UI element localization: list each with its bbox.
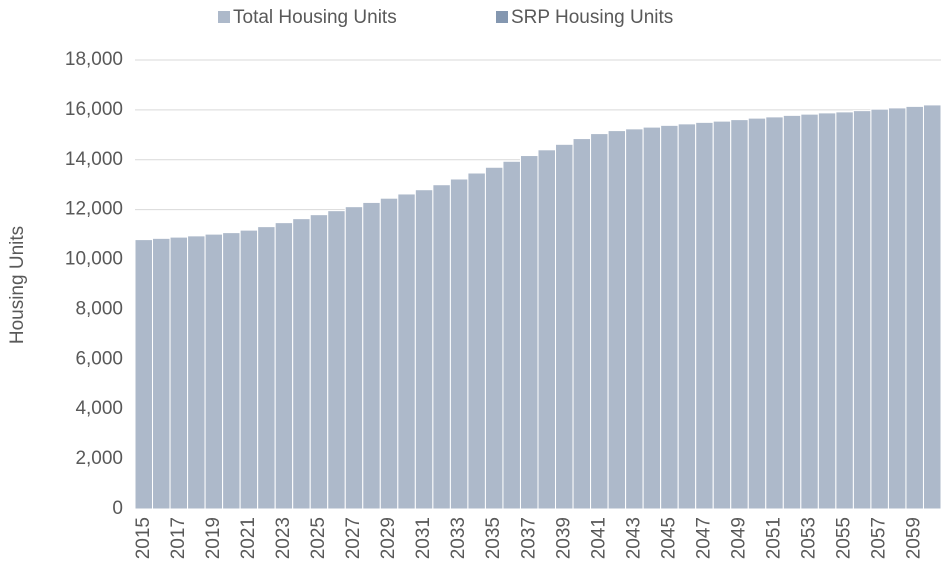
bar [607,130,627,510]
bar [309,214,329,510]
bar [239,229,259,510]
bar [800,113,819,510]
y-tick-label: 6,000 [75,348,123,369]
legend-label: SRP Housing Units [511,7,673,28]
bar [817,112,837,510]
bar [484,166,504,510]
bar [765,116,784,510]
bar [397,193,416,510]
bar [730,119,749,510]
x-tick-label: 2047 [693,517,714,559]
x-tick-label: 2049 [729,517,750,559]
bar [222,232,241,510]
bar [782,114,802,510]
bar [204,233,224,510]
bar [835,111,854,510]
bar [870,108,889,510]
x-tick-label: 2053 [799,517,820,559]
bar [537,149,557,510]
bar [187,235,206,510]
bar [344,206,364,510]
x-tick-label: 2015 [133,517,154,559]
bar [134,239,154,510]
x-tick-label: 2025 [308,517,329,559]
bar [572,138,592,510]
bar [555,143,574,510]
legend-swatch [496,11,508,23]
y-tick-label: 14,000 [65,149,123,170]
bar [274,222,294,510]
x-tick-label: 2045 [658,517,679,559]
bar [625,128,644,510]
x-tick-label: 2017 [168,517,189,559]
bar [379,197,399,510]
x-tick-label: 2019 [203,517,224,559]
bar [362,201,381,510]
x-tick-label: 2051 [764,517,785,559]
y-tick-label: 4,000 [75,398,123,419]
bar [642,126,662,510]
bar [257,226,276,510]
bar [590,133,609,510]
bar [467,172,486,510]
bar [747,117,767,510]
y-tick-label: 12,000 [65,199,123,220]
bar [519,155,539,510]
x-tick-label: 2037 [518,517,539,559]
x-tick-label: 2021 [238,517,259,559]
bar [887,107,907,510]
bar [292,218,311,510]
bar [449,178,469,510]
x-tick-label: 2029 [378,517,399,559]
bar [922,104,941,510]
bar [660,124,679,510]
x-tick-label: 2035 [483,517,504,559]
bar [677,123,697,510]
bar [905,105,924,510]
y-axis-title: Housing Units [7,226,28,344]
x-tick-label: 2033 [448,517,469,559]
bar [502,160,521,510]
x-tick-label: 2043 [623,517,644,559]
x-tick-label: 2027 [343,517,364,559]
bar [414,189,434,510]
bar [432,184,451,510]
x-tick-label: 2041 [588,517,609,559]
x-tick-label: 2057 [869,517,890,559]
bar [695,121,714,510]
bar [852,110,872,510]
x-tick-label: 2031 [413,517,434,559]
bar [169,236,189,510]
y-tick-label: 0 [112,498,123,519]
x-tick-label: 2023 [273,517,294,559]
y-tick-label: 18,000 [65,49,123,70]
bar [327,210,346,510]
legend-label: Total Housing Units [233,7,397,28]
x-tick-label: 2059 [904,517,925,559]
y-tick-label: 16,000 [65,99,123,120]
bar [712,120,732,510]
y-tick-label: 2,000 [75,448,123,469]
x-tick-label: 2039 [553,517,574,559]
legend-swatch [218,11,230,23]
x-tick-label: 2055 [834,517,855,559]
y-tick-label: 8,000 [75,298,123,319]
y-tick-label: 10,000 [65,249,123,270]
bar [152,237,171,510]
